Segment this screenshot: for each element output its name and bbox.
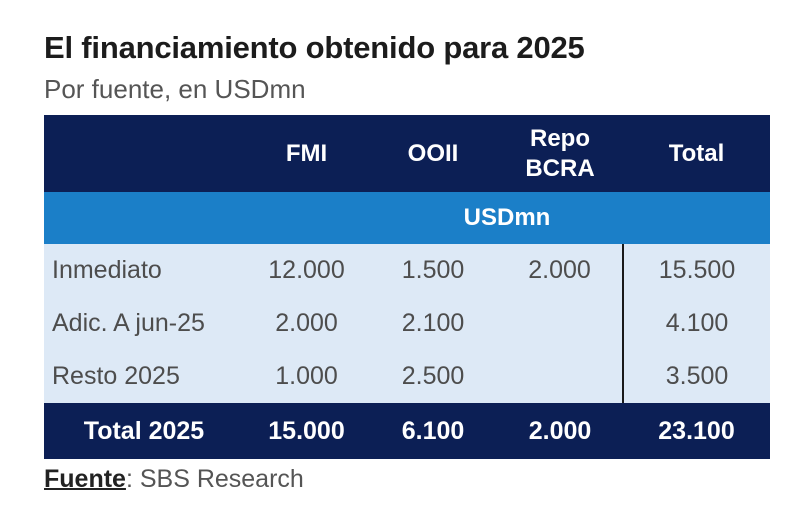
- cell-ooii: 1.500: [401, 256, 465, 284]
- unit-row: USDmn: [44, 192, 770, 244]
- header-fmi: FMI: [285, 139, 328, 167]
- total-repo: 2.000: [528, 416, 592, 445]
- cell-repo: 2.000: [528, 256, 591, 284]
- unit-row-spacer: [44, 192, 244, 244]
- cell-repo: [497, 297, 623, 350]
- unit-label: USDmn: [463, 204, 551, 231]
- row-label: Inmediato: [52, 256, 162, 284]
- source-text: : SBS Research: [125, 465, 304, 493]
- total-ooii: 6.100: [401, 416, 465, 445]
- cell-ooii: 2.100: [401, 309, 465, 337]
- cell-total: 4.100: [622, 297, 770, 350]
- cell-total: 15.500: [622, 244, 770, 297]
- cell-repo: [497, 350, 623, 403]
- table-total-row: Total 2025 15.000 6.100 2.000 23.100: [44, 403, 770, 459]
- total-total: 23.100: [658, 416, 735, 445]
- cell-total: 3.500: [622, 350, 770, 403]
- total-row-label: Total 2025: [83, 416, 205, 445]
- cell-fmi: 2.000: [275, 309, 338, 337]
- table-header-row: FMI OOII Repo BCRA Total: [44, 115, 770, 192]
- header-ooii: OOII: [407, 139, 459, 167]
- row-label: Resto 2025: [52, 362, 180, 390]
- table-row: Inmediato 12.000 1.500 2.000 15.500: [44, 244, 770, 297]
- source-note: Fuente: SBS Research: [44, 465, 304, 494]
- financing-table: FMI OOII Repo BCRA Total USDmn Inmediato…: [44, 115, 770, 459]
- source-label: Fuente: [44, 465, 126, 493]
- header-repo-bcra: Repo BCRA: [497, 115, 623, 192]
- cell-ooii: 2.500: [401, 362, 465, 390]
- header-label-cell: [44, 115, 244, 192]
- row-label: Adic. A jun-25: [52, 309, 205, 337]
- total-fmi: 15.000: [268, 416, 345, 445]
- header-total: Total: [668, 139, 725, 167]
- page-title: El financiamiento obtenido para 2025: [44, 30, 585, 65]
- cell-fmi: 1.000: [275, 362, 338, 390]
- header-repo-line1: Repo: [530, 124, 590, 152]
- table-row: Adic. A jun-25 2.000 2.100 4.100: [44, 297, 770, 350]
- page-subtitle: Por fuente, en USDmn: [44, 74, 306, 104]
- header-repo-line2: BCRA: [525, 154, 595, 182]
- cell-fmi: 12.000: [268, 256, 345, 284]
- table-row: Resto 2025 1.000 2.500 3.500: [44, 350, 770, 403]
